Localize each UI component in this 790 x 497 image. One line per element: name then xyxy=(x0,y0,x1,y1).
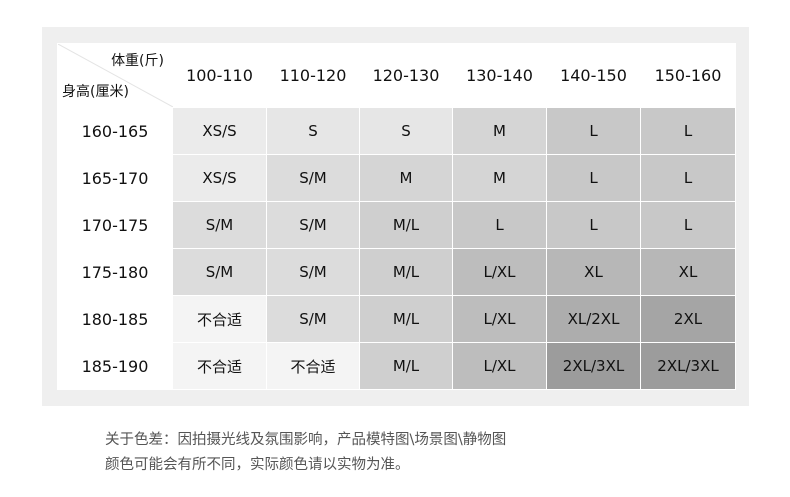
size-cell: M/L xyxy=(359,248,453,296)
size-cell: M xyxy=(359,154,453,202)
height-cell: 165-170 xyxy=(57,154,173,202)
height-cell: 185-190 xyxy=(57,342,173,390)
size-cell: S/M xyxy=(266,154,360,202)
size-cell: 不合适 xyxy=(266,342,360,390)
size-cell: S xyxy=(266,107,360,155)
size-cell: M xyxy=(452,107,547,155)
size-cell: S/M xyxy=(172,248,267,296)
weight-header: 130-140 xyxy=(452,43,547,108)
height-cell: 160-165 xyxy=(57,107,173,155)
size-cell: S/M xyxy=(172,201,267,249)
size-cell: S/M xyxy=(266,295,360,343)
size-cell: XS/S xyxy=(172,154,267,202)
size-cell: M/L xyxy=(359,295,453,343)
height-cell: 175-180 xyxy=(57,248,173,296)
size-cell: S/M xyxy=(266,201,360,249)
disclaimer-line-1: 关于色差：因拍摄光线及氛围影响，产品模特图\场景图\静物图 xyxy=(105,432,507,448)
size-cell: S xyxy=(359,107,453,155)
size-cell: 2XL/3XL xyxy=(546,342,641,390)
table-row: 180-185 不合适 S/M M/L L/XL XL/2XL 2XL xyxy=(57,295,736,343)
table-row: 175-180 S/M S/M M/L L/XL XL XL xyxy=(57,248,736,296)
size-cell: M xyxy=(452,154,547,202)
weight-header: 120-130 xyxy=(359,43,453,108)
size-chart-table: 体重(斤) 身高(厘米) 100-110 110-120 120-130 130-14… xyxy=(57,43,736,390)
size-cell: 2XL xyxy=(640,295,736,343)
height-label: 身高(厘米) xyxy=(62,84,129,100)
table-row: 160-165 XS/S S S M L L xyxy=(57,107,736,155)
size-cell: L xyxy=(640,201,736,249)
color-disclaimer: 关于色差：因拍摄光线及氛围影响，产品模特图\场景图\静物图 颜色可能会有所不同，… xyxy=(105,428,506,478)
weight-header: 150-160 xyxy=(640,43,736,108)
size-cell: L/XL xyxy=(452,342,547,390)
size-cell: 2XL/3XL xyxy=(640,342,736,390)
table-row: 165-170 XS/S S/M M M L L xyxy=(57,154,736,202)
size-cell: L/XL xyxy=(452,295,547,343)
corner-header: 体重(斤) 身高(厘米) xyxy=(57,43,173,108)
weight-header: 110-120 xyxy=(266,43,360,108)
size-cell: 不合适 xyxy=(172,342,267,390)
size-cell: XL/2XL xyxy=(546,295,641,343)
size-cell: L xyxy=(452,201,547,249)
size-cell: L xyxy=(546,107,641,155)
table-row: 185-190 不合适 不合适 M/L L/XL 2XL/3XL 2XL/3XL xyxy=(57,342,736,390)
size-cell: L xyxy=(546,201,641,249)
size-cell: L xyxy=(546,154,641,202)
size-cell: XS/S xyxy=(172,107,267,155)
table-row: 170-175 S/M S/M M/L L L L xyxy=(57,201,736,249)
size-cell: XL xyxy=(546,248,641,296)
size-cell: L xyxy=(640,154,736,202)
weight-header: 100-110 xyxy=(172,43,267,108)
weight-header: 140-150 xyxy=(546,43,641,108)
header-row: 体重(斤) 身高(厘米) 100-110 110-120 120-130 130-14… xyxy=(57,43,736,108)
disclaimer-line-2: 颜色可能会有所不同，实际颜色请以实物为准。 xyxy=(105,457,410,473)
size-cell: L/XL xyxy=(452,248,547,296)
size-cell: S/M xyxy=(266,248,360,296)
height-cell: 170-175 xyxy=(57,201,173,249)
diagonal-divider xyxy=(58,44,173,107)
size-cell: L xyxy=(640,107,736,155)
size-cell: M/L xyxy=(359,201,453,249)
height-cell: 180-185 xyxy=(57,295,173,343)
size-cell: 不合适 xyxy=(172,295,267,343)
size-cell: M/L xyxy=(359,342,453,390)
size-chart-frame: 体重(斤) 身高(厘米) 100-110 110-120 120-130 130-14… xyxy=(42,27,749,406)
size-cell: XL xyxy=(640,248,736,296)
weight-label: 体重(斤) xyxy=(111,53,164,69)
